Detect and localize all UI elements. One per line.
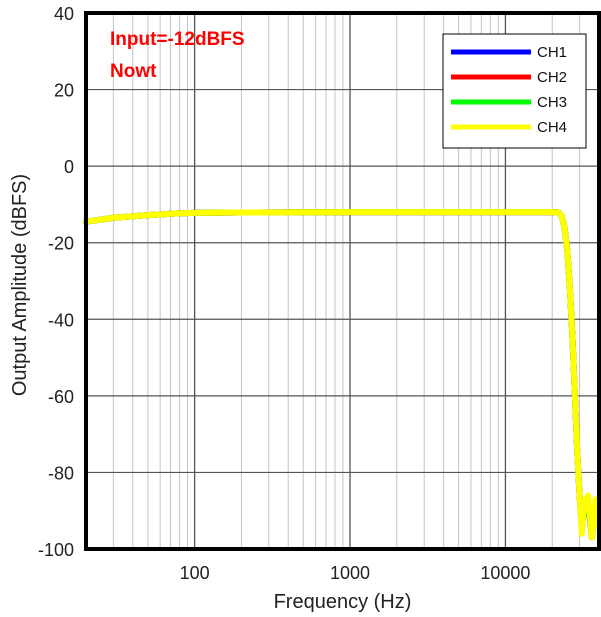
legend-label-ch2: CH2	[537, 69, 567, 86]
y-tick-label: -80	[48, 463, 74, 483]
annotation-nowt: Nowt	[110, 61, 157, 82]
y-tick-label: -60	[48, 387, 74, 407]
legend-label-ch4: CH4	[537, 119, 567, 136]
x-axis-title: Frequency (Hz)	[274, 591, 412, 613]
x-tick-label: 1000	[330, 563, 370, 583]
legend: CH1 CH2 CH3 CH4	[442, 33, 587, 149]
y-axis-title: Output Amplitude (dBFS)	[9, 174, 31, 396]
y-tick-label: -40	[48, 310, 74, 330]
tick-labels: 40 20 0 -20 -40 -60 -80 -100 100 1000 10000	[38, 4, 530, 583]
annotation-input-level: Input=-12dBFS	[110, 29, 245, 50]
y-tick-label: 20	[54, 81, 74, 101]
y-tick-label: -100	[38, 540, 74, 560]
y-tick-label: -20	[48, 234, 74, 254]
legend-label-ch1: CH1	[537, 44, 567, 61]
y-tick-label: 40	[54, 4, 74, 24]
x-tick-label: 100	[180, 563, 210, 583]
legend-label-ch3: CH3	[537, 94, 567, 111]
y-tick-label: 0	[64, 157, 74, 177]
plot-frame	[84, 11, 601, 551]
series-lines	[83, 209, 601, 541]
x-tick-label: 10000	[480, 563, 530, 583]
series-line-ch4	[83, 209, 601, 541]
